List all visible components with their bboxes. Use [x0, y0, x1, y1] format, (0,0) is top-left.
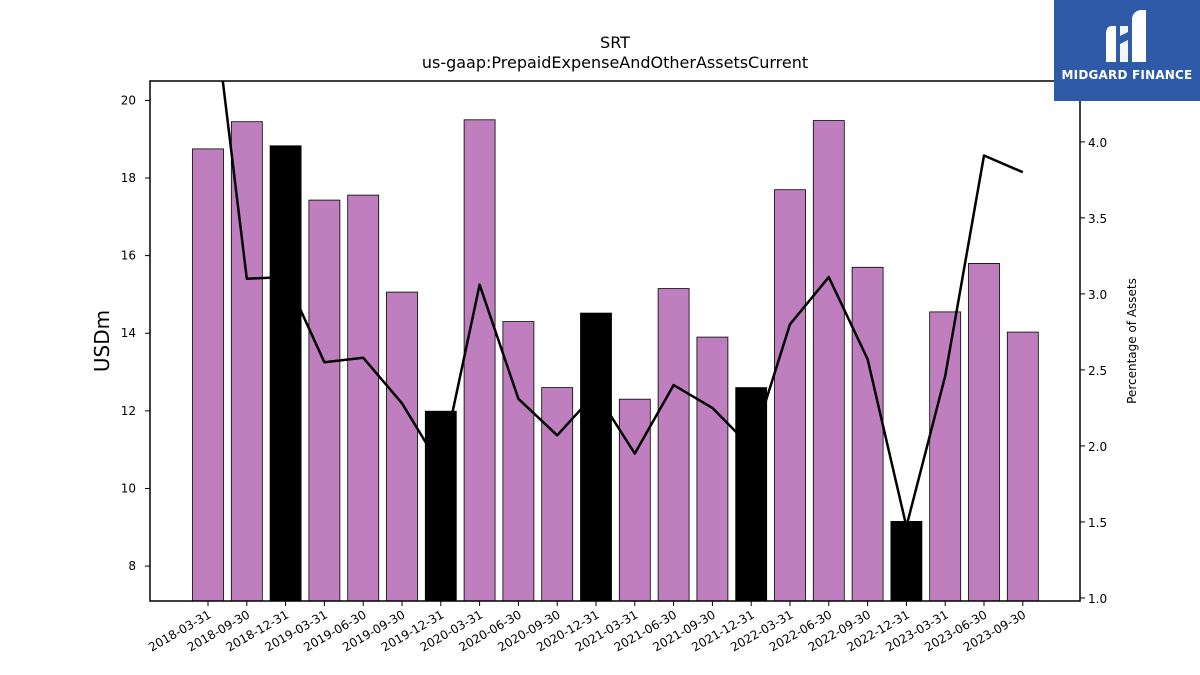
bar-2022-06-30 [812, 120, 845, 602]
bar-2023-06-30 [968, 262, 1000, 602]
bar-2020-12-31 [580, 312, 612, 602]
bars-group [192, 119, 1039, 602]
y-tick-label: 12 [121, 404, 136, 418]
y-tick-label: 10 [121, 481, 136, 495]
bar-2019-03-31 [308, 199, 341, 602]
bar-2019-09-30 [386, 291, 418, 602]
y-tick-label: 16 [121, 249, 136, 263]
y2-tick-label: 3.0 [1088, 288, 1107, 302]
y2-axis-label: Percentage of Assets [1125, 278, 1139, 404]
y-tick-label: 8 [128, 559, 136, 573]
bar-2019-12-31 [424, 410, 457, 602]
y2-axis: 1.0 1.5 2.0 2.5 3.0 3.5 4.0 [1080, 136, 1107, 606]
bar-2022-12-31 [890, 521, 923, 602]
bar-2022-03-31 [774, 189, 806, 602]
bar-2020-09-30 [541, 387, 574, 602]
bar-2021-12-31 [735, 387, 768, 602]
y2-tick-label: 2.0 [1088, 440, 1107, 454]
bar-2022-09-30 [851, 266, 884, 602]
y2-tick-label: 2.5 [1088, 364, 1107, 378]
bar-2018-03-31 [192, 148, 224, 602]
plot-frame [149, 80, 1081, 602]
bar-2021-06-30 [657, 288, 690, 602]
bar-2018-12-31 [269, 145, 302, 602]
line-group [221, 81, 1024, 528]
bar-2023-03-31 [929, 311, 962, 602]
x-axis: 2018-03-312018-09-302018-12-312019-03-31… [146, 601, 1028, 654]
y-tick-label: 20 [121, 93, 136, 107]
bar-2021-03-31 [618, 398, 651, 602]
y-tick-label: 18 [121, 171, 136, 185]
percentage-line [221, 81, 1024, 528]
bar-2019-06-30 [347, 194, 380, 602]
chart-subtitle: us-gaap:PrepaidExpenseAndOtherAssetsCurr… [422, 53, 808, 72]
bar-2020-03-31 [463, 119, 496, 602]
y-axis: 8 10 12 14 16 18 20 [121, 93, 150, 573]
y2-tick-label: 4.0 [1088, 136, 1107, 150]
chart-title: SRT [600, 33, 630, 52]
bar-2023-09-30 [1006, 331, 1039, 602]
bar-2021-09-30 [696, 336, 729, 602]
logo-text: MIDGARD FINANCE [1061, 68, 1193, 82]
brand-logo: MIDGARD FINANCE [1054, 0, 1200, 101]
y2-tick-label: 3.5 [1088, 212, 1107, 226]
logo-mark-icon [1106, 10, 1146, 62]
y2-tick-label: 1.5 [1088, 516, 1107, 530]
y-tick-label: 14 [121, 326, 136, 340]
y-axis-label: USDm [90, 310, 114, 372]
y2-tick-label: 1.0 [1088, 592, 1107, 606]
